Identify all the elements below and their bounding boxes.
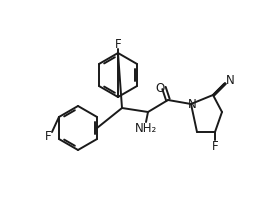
Text: F: F	[45, 129, 51, 142]
Text: O: O	[155, 81, 165, 95]
Text: NH₂: NH₂	[135, 122, 157, 136]
Text: N: N	[226, 74, 234, 86]
Text: F: F	[115, 39, 121, 52]
Text: N: N	[188, 98, 196, 110]
Text: F: F	[212, 140, 218, 153]
